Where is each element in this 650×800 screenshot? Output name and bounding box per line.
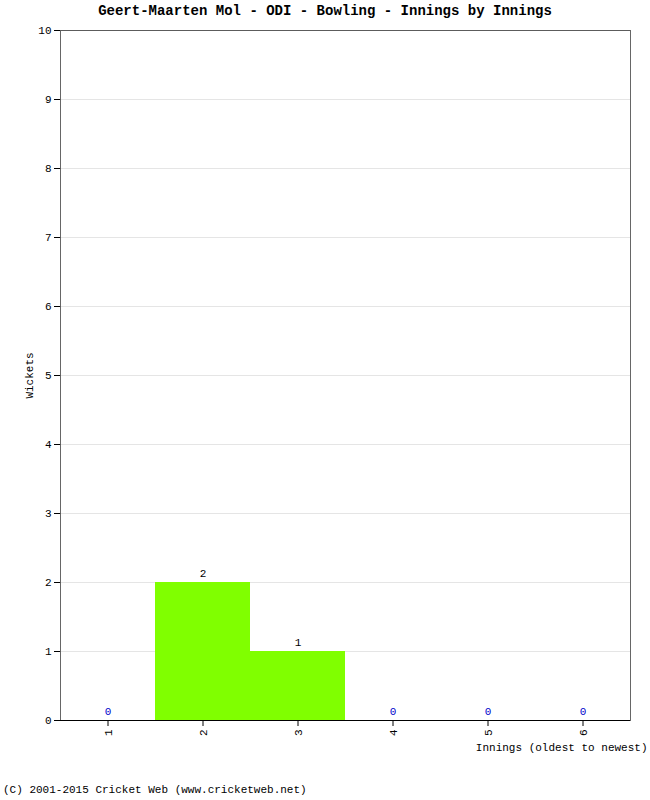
svg-text:3: 3 bbox=[293, 730, 305, 737]
svg-text:Innings (oldest to newest): Innings (oldest to newest) bbox=[476, 742, 648, 754]
svg-text:5: 5 bbox=[483, 730, 495, 737]
svg-text:0: 0 bbox=[580, 706, 587, 718]
svg-text:1: 1 bbox=[45, 646, 52, 658]
svg-text:4: 4 bbox=[45, 439, 52, 451]
svg-text:Wickets: Wickets bbox=[24, 352, 36, 398]
svg-text:10: 10 bbox=[38, 25, 51, 37]
svg-text:5: 5 bbox=[45, 370, 52, 382]
svg-text:0: 0 bbox=[105, 706, 112, 718]
svg-text:0: 0 bbox=[485, 706, 492, 718]
svg-text:3: 3 bbox=[45, 508, 52, 520]
html-text:(C) 2001-2015 Cricket Web (www: (C) 2001-2015 Cricket Web (www.cricketwe… bbox=[3, 784, 307, 796]
svg-text:0: 0 bbox=[45, 715, 52, 727]
svg-text:2: 2 bbox=[198, 730, 210, 737]
svg-text:9: 9 bbox=[45, 94, 52, 106]
svg-text:4: 4 bbox=[388, 729, 400, 736]
svg-text:6: 6 bbox=[578, 730, 590, 737]
svg-text:8: 8 bbox=[45, 163, 52, 175]
svg-text:0: 0 bbox=[390, 706, 397, 718]
svg-text:1: 1 bbox=[103, 729, 115, 736]
svg-text:7: 7 bbox=[45, 232, 52, 244]
svg-text:6: 6 bbox=[45, 301, 52, 313]
svg-text:2: 2 bbox=[45, 577, 52, 589]
svg-text:1: 1 bbox=[295, 637, 302, 649]
html-text:Geert-Maarten Mol - ODI - Bowl: Geert-Maarten Mol - ODI - Bowling - Inni… bbox=[98, 3, 552, 19]
svg-text:2: 2 bbox=[200, 568, 207, 580]
